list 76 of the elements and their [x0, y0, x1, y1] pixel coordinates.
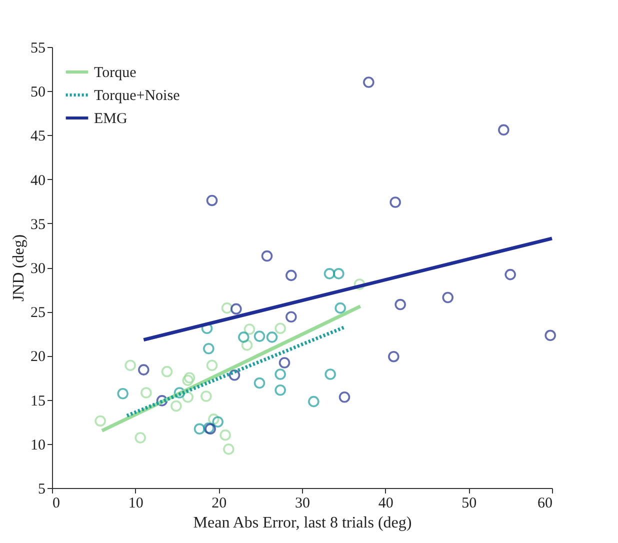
point	[206, 194, 218, 206]
point	[363, 76, 374, 88]
y-axis-title: JND (deg)	[10, 234, 28, 302]
point	[324, 268, 336, 280]
y-tick-label: 45	[30, 128, 46, 145]
point	[278, 357, 290, 368]
y-tick-label: 5	[38, 482, 46, 498]
point	[390, 196, 401, 208]
point	[156, 395, 168, 406]
x-tick-label: 20	[212, 496, 227, 512]
point	[324, 368, 336, 380]
point	[286, 311, 297, 323]
point	[203, 343, 214, 354]
point	[124, 360, 136, 372]
point	[274, 322, 286, 334]
point	[140, 387, 152, 398]
point	[442, 292, 454, 304]
point	[174, 387, 186, 398]
point	[138, 364, 150, 376]
y-tick-label: 20	[30, 349, 46, 366]
point	[220, 429, 231, 441]
y-tick-label: 50	[30, 84, 46, 101]
point	[254, 330, 266, 342]
point	[338, 392, 350, 403]
point	[266, 332, 278, 343]
point	[244, 324, 256, 335]
point	[212, 416, 224, 428]
point	[498, 124, 510, 136]
point	[221, 302, 233, 314]
point	[194, 423, 206, 435]
point	[334, 302, 346, 314]
point	[230, 303, 242, 315]
point	[308, 396, 320, 408]
x-tick-label: 0	[52, 496, 60, 512]
legend-label: Torque	[94, 65, 137, 81]
x-tick-label: 60	[538, 496, 552, 512]
point	[200, 390, 212, 402]
legend-label: EMG	[94, 111, 128, 127]
point	[504, 268, 516, 280]
y-tick-label: 25	[30, 305, 46, 322]
x-tick-label: 30	[295, 496, 310, 512]
legend-label: Torque+Noise	[94, 88, 180, 104]
x-tick-label: 50	[462, 496, 477, 512]
point	[354, 278, 366, 290]
y-tick-label: 35	[30, 216, 46, 233]
x-tick-label: 10	[128, 496, 144, 512]
point	[94, 415, 106, 427]
y-tick-label: 15	[30, 393, 46, 410]
point	[388, 350, 400, 362]
point	[274, 368, 286, 380]
point	[161, 366, 173, 378]
y-tick-label: 10	[30, 437, 46, 454]
point	[261, 250, 273, 262]
x-tick-label: 40	[378, 496, 394, 512]
point	[241, 339, 253, 351]
point	[134, 432, 146, 444]
point	[208, 414, 220, 425]
y-tick-label: 30	[30, 261, 46, 277]
point	[182, 392, 194, 403]
point	[544, 330, 556, 342]
x-axis-title: Mean Abs Error, last 8 trials (deg)	[193, 514, 412, 532]
point	[254, 377, 266, 389]
point	[286, 270, 297, 282]
point	[182, 374, 194, 386]
point	[274, 384, 286, 396]
point	[223, 444, 234, 455]
point	[184, 372, 196, 384]
point	[117, 388, 128, 400]
point	[228, 369, 240, 381]
point	[238, 332, 250, 343]
point	[333, 268, 344, 280]
point	[206, 360, 218, 372]
y-tick-label: 55	[30, 40, 46, 56]
point	[170, 400, 182, 412]
point	[394, 298, 406, 310]
y-tick-label: 40	[30, 172, 46, 189]
